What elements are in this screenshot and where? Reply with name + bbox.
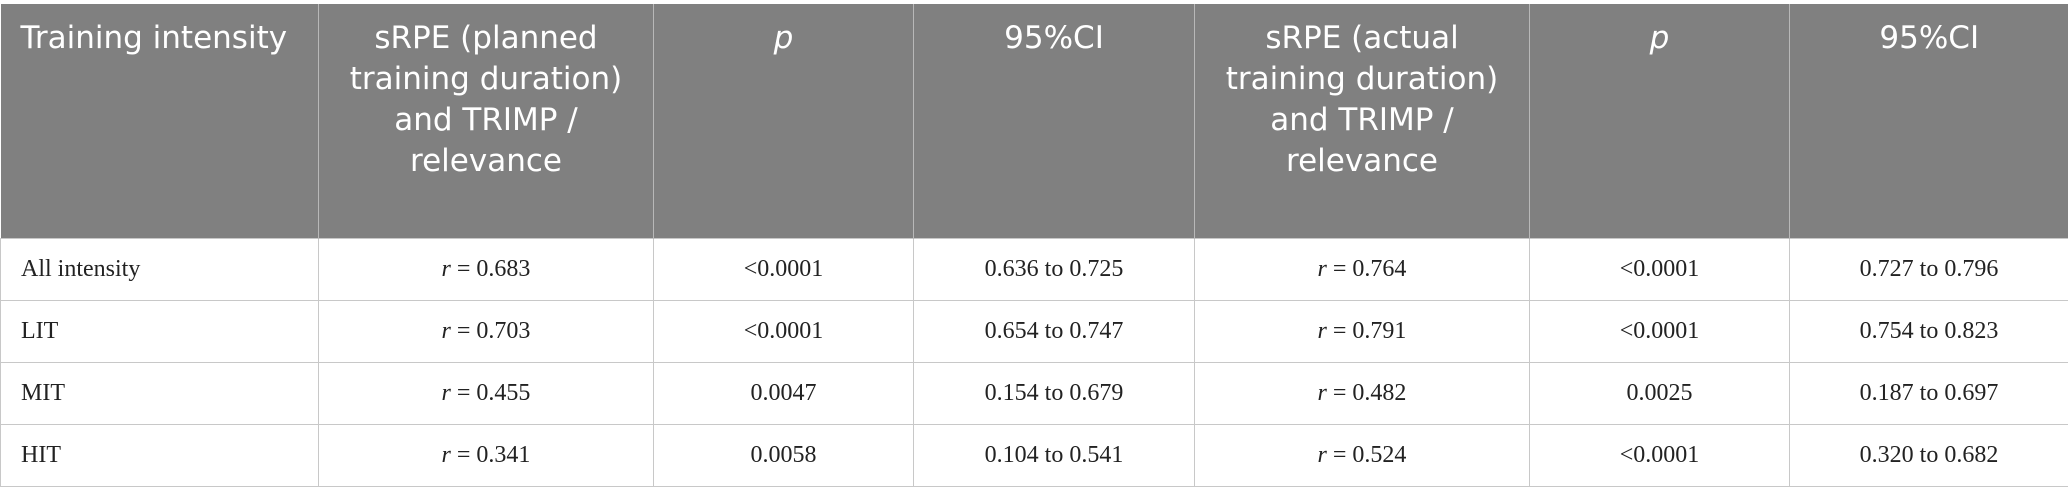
table-cell: 0.0058 — [653, 423, 914, 487]
table-body: All intensity r = 0.683 <0.0001 0.636 to 0.… — [0, 237, 2068, 487]
results-table: Training intensity sRPE (planned training… — [0, 4, 2068, 487]
table-cell: 0.727 to 0.796 — [1789, 237, 2068, 301]
table-row: LIT r = 0.703 <0.0001 0.654 to 0.747 r = 0.7… — [0, 299, 2068, 363]
table-cell: <0.0001 — [1529, 299, 1790, 363]
table-cell: <0.0001 — [653, 299, 914, 363]
table-cell: r = 0.482 — [1194, 361, 1530, 425]
table-cell: r = 0.455 — [318, 361, 654, 425]
table-cell: r = 0.764 — [1194, 237, 1530, 301]
table-cell: HIT — [0, 423, 319, 487]
header-cell: 95%CI — [1789, 4, 2068, 238]
table-cell: 0.654 to 0.747 — [913, 299, 1195, 363]
table-cell: r = 0.524 — [1194, 423, 1530, 487]
table-cell: <0.0001 — [1529, 423, 1790, 487]
header-cell: p — [1529, 4, 1790, 238]
table-cell: r = 0.341 — [318, 423, 654, 487]
header-cell: sRPE (actual training duration) and TRIM… — [1194, 4, 1530, 238]
table-row: HIT r = 0.341 0.0058 0.104 to 0.541 r = 0.52… — [0, 423, 2068, 487]
table-cell: r = 0.791 — [1194, 299, 1530, 363]
table-cell: MIT — [0, 361, 319, 425]
header-cell: 95%CI — [913, 4, 1195, 238]
table-cell: <0.0001 — [1529, 237, 1790, 301]
table-cell: 0.187 to 0.697 — [1789, 361, 2068, 425]
table-cell: 0.154 to 0.679 — [913, 361, 1195, 425]
table-cell: 0.636 to 0.725 — [913, 237, 1195, 301]
header-row: Training intensity sRPE (planned training… — [0, 4, 2068, 238]
table-row: All intensity r = 0.683 <0.0001 0.636 to 0.… — [0, 237, 2068, 301]
table-cell: <0.0001 — [653, 237, 914, 301]
header-cell: sRPE (planned training duration) and TRI… — [318, 4, 654, 238]
table-cell: 0.320 to 0.682 — [1789, 423, 2068, 487]
table-cell: r = 0.703 — [318, 299, 654, 363]
table-cell: r = 0.683 — [318, 237, 654, 301]
table-cell: All intensity — [0, 237, 319, 301]
table-cell: 0.0025 — [1529, 361, 1790, 425]
table-cell: 0.754 to 0.823 — [1789, 299, 2068, 363]
table-cell: LIT — [0, 299, 319, 363]
table-row: MIT r = 0.455 0.0047 0.154 to 0.679 r = 0.48… — [0, 361, 2068, 425]
header-cell: Training intensity — [0, 4, 319, 238]
header-cell: p — [653, 4, 914, 238]
table-cell: 0.104 to 0.541 — [913, 423, 1195, 487]
table-cell: 0.0047 — [653, 361, 914, 425]
